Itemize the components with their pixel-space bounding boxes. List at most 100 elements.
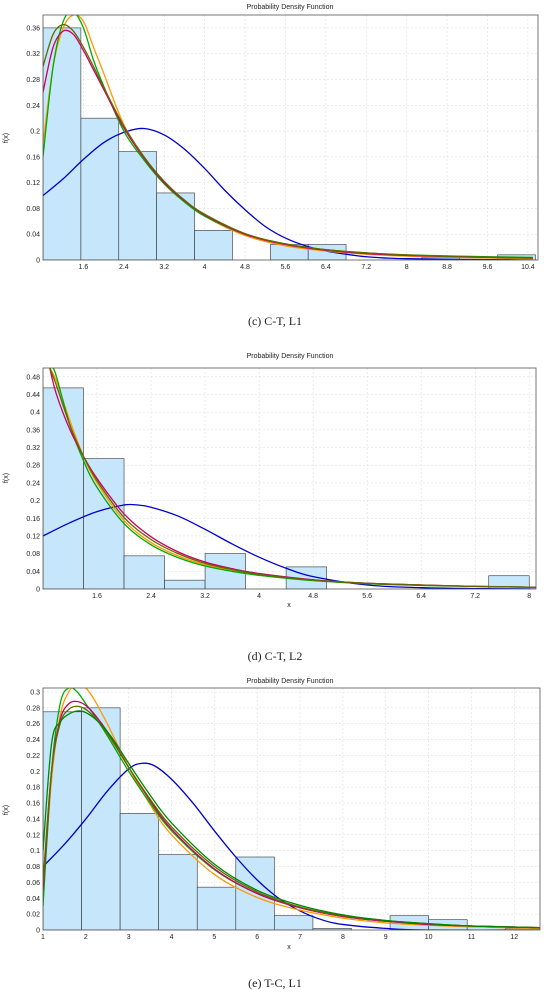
x-tick-label: 10 [425, 934, 433, 941]
x-tick-label: 5 [212, 934, 216, 941]
histogram-bar [164, 579, 206, 589]
y-axis-label: f(x) [3, 473, 10, 483]
y-tick-label: 0.22 [26, 753, 40, 760]
chart-e-tc-l1: Probability Density Function f(x) x 0 0.0… [3, 678, 541, 990]
density-curve [49, 368, 536, 588]
chart-title: Probability Density Function [247, 353, 334, 360]
y-tick-label: 0.4 [30, 410, 40, 417]
y-axis-label: f(x) [3, 133, 10, 143]
x-tick-label: 5.6 [281, 264, 291, 271]
y-tick-label: 0.02 [26, 912, 40, 919]
y-tick-label: 0.16 [26, 516, 40, 523]
y-tick-label: 0.08 [26, 206, 40, 213]
plot-frame [42, 687, 541, 931]
x-tick-label: 4 [257, 593, 261, 600]
y-tick-label: 0.2 [30, 498, 40, 505]
histogram-bar [43, 387, 84, 589]
y-tick-label: 0.12 [26, 832, 40, 839]
x-tick-label: 1.6 [79, 264, 89, 271]
density-curve [52, 368, 536, 588]
x-tick-label: 8 [341, 934, 345, 941]
y-tick-label: 0.1 [30, 848, 40, 855]
y-tick-label: 0.04 [26, 896, 40, 903]
y-tick-label: 0.36 [26, 25, 40, 32]
y-tick-label: 0.32 [26, 51, 40, 58]
plot-frame [42, 14, 539, 261]
x-tick-label: 3.2 [159, 264, 169, 271]
histogram-bar [158, 854, 198, 930]
histogram-bar [43, 711, 82, 930]
y-tick-label: 0.06 [26, 880, 40, 887]
y-tick-label: 0.04 [26, 232, 40, 239]
x-tick-label: 7.2 [470, 593, 480, 600]
chart-d-ct-l2: Probability Density Function f(x) x 0 0.0… [3, 353, 537, 663]
histogram-bar [83, 458, 125, 589]
x-tick-label: 4 [203, 264, 207, 271]
x-tick-label: 6 [255, 934, 259, 941]
x-tick-label: 12 [510, 934, 518, 941]
chart-title: Probability Density Function [247, 678, 334, 685]
x-tick-labels: 1.6 2.4 3.2 4 4.8 5.6 6.4 7.2 8 8.8 9.6 10.4 [79, 264, 535, 271]
histogram-bar [118, 151, 157, 260]
y-tick-label: 0.28 [26, 463, 40, 470]
y-tick-label: 0.14 [26, 816, 40, 823]
x-tick-label: 8 [405, 264, 409, 271]
density-curve [43, 23, 533, 259]
histogram-bars [43, 27, 536, 260]
y-tick-label: 0.48 [26, 374, 40, 381]
y-tick-label: 0.16 [26, 154, 40, 161]
y-tick-label: 0 [36, 928, 40, 935]
y-tick-label: 0.28 [26, 705, 40, 712]
x-tick-label: 4.8 [240, 264, 250, 271]
y-tick-label: 0.12 [26, 533, 40, 540]
x-axis-label: x [287, 944, 291, 951]
x-tick-label: 2.4 [119, 264, 129, 271]
x-tick-label: 1 [41, 934, 45, 941]
histogram-bar [274, 915, 314, 930]
histogram-bar [119, 813, 159, 930]
x-tick-label: 7.2 [361, 264, 371, 271]
histogram-bar [194, 230, 233, 260]
x-tick-label: 4 [170, 934, 174, 941]
histogram-bar [81, 707, 121, 930]
x-axis-label: x [287, 602, 291, 609]
x-tick-label: 2.4 [146, 593, 156, 600]
histogram-bar [43, 27, 82, 260]
gridlines [43, 368, 536, 590]
x-tick-label: 1.6 [92, 593, 102, 600]
figure-caption: (e) T-C, L1 [248, 976, 302, 990]
chart-c-ct-l1: Probability Density Function f(x) 0 0.04 0… [3, 4, 539, 328]
y-tick-labels: 0 0.04 0.08 0.12 0.16 0.2 0.24 0.28 0.32 0.36 0.4 0… [26, 374, 40, 593]
y-axis-label: f(x) [3, 805, 10, 815]
y-tick-label: 0.2 [30, 769, 40, 776]
histogram-bars [43, 707, 540, 930]
y-tick-label: 0.28 [26, 77, 40, 84]
y-tick-label: 0.18 [26, 785, 40, 792]
chart-title: Probability Density Function [247, 4, 334, 11]
x-tick-label: 7 [298, 934, 302, 941]
histogram-bar [123, 555, 165, 589]
density-curves [43, 688, 540, 930]
y-tick-labels: 0 0.04 0.08 0.12 0.16 0.2 0.24 0.28 0.32 0.36 [26, 25, 40, 264]
x-tick-label: 6.4 [321, 264, 331, 271]
density-curve [43, 700, 540, 929]
x-tick-label: 6.4 [416, 593, 426, 600]
y-tick-labels: 0 0.02 0.04 0.06 0.08 0.1 0.12 0.14 0.16 0.18 0.2 0… [26, 689, 40, 934]
histogram-bar [80, 117, 120, 260]
x-tick-labels: 1.6 2.4 3.2 4 4.8 5.6 6.4 7.2 8 [92, 593, 531, 600]
y-tick-label: 0.3 [30, 689, 40, 696]
histogram-bar [196, 886, 237, 930]
y-tick-label: 0.26 [26, 721, 40, 728]
histogram-bars [43, 387, 530, 589]
x-tick-label: 10.4 [521, 264, 535, 271]
x-tick-label: 11 [468, 934, 475, 941]
histogram-bar [235, 856, 275, 930]
y-tick-label: 0 [36, 258, 40, 265]
y-tick-label: 0.04 [26, 569, 40, 576]
density-curves [43, 368, 536, 589]
y-tick-label: 0 [36, 587, 40, 594]
y-tick-label: 0.2 [30, 129, 40, 136]
y-tick-label: 0.36 [26, 427, 40, 434]
figure-caption: (d) C-T, L2 [248, 649, 303, 663]
x-tick-labels: 1 2 3 4 5 6 7 8 9 10 11 12 [41, 934, 518, 941]
